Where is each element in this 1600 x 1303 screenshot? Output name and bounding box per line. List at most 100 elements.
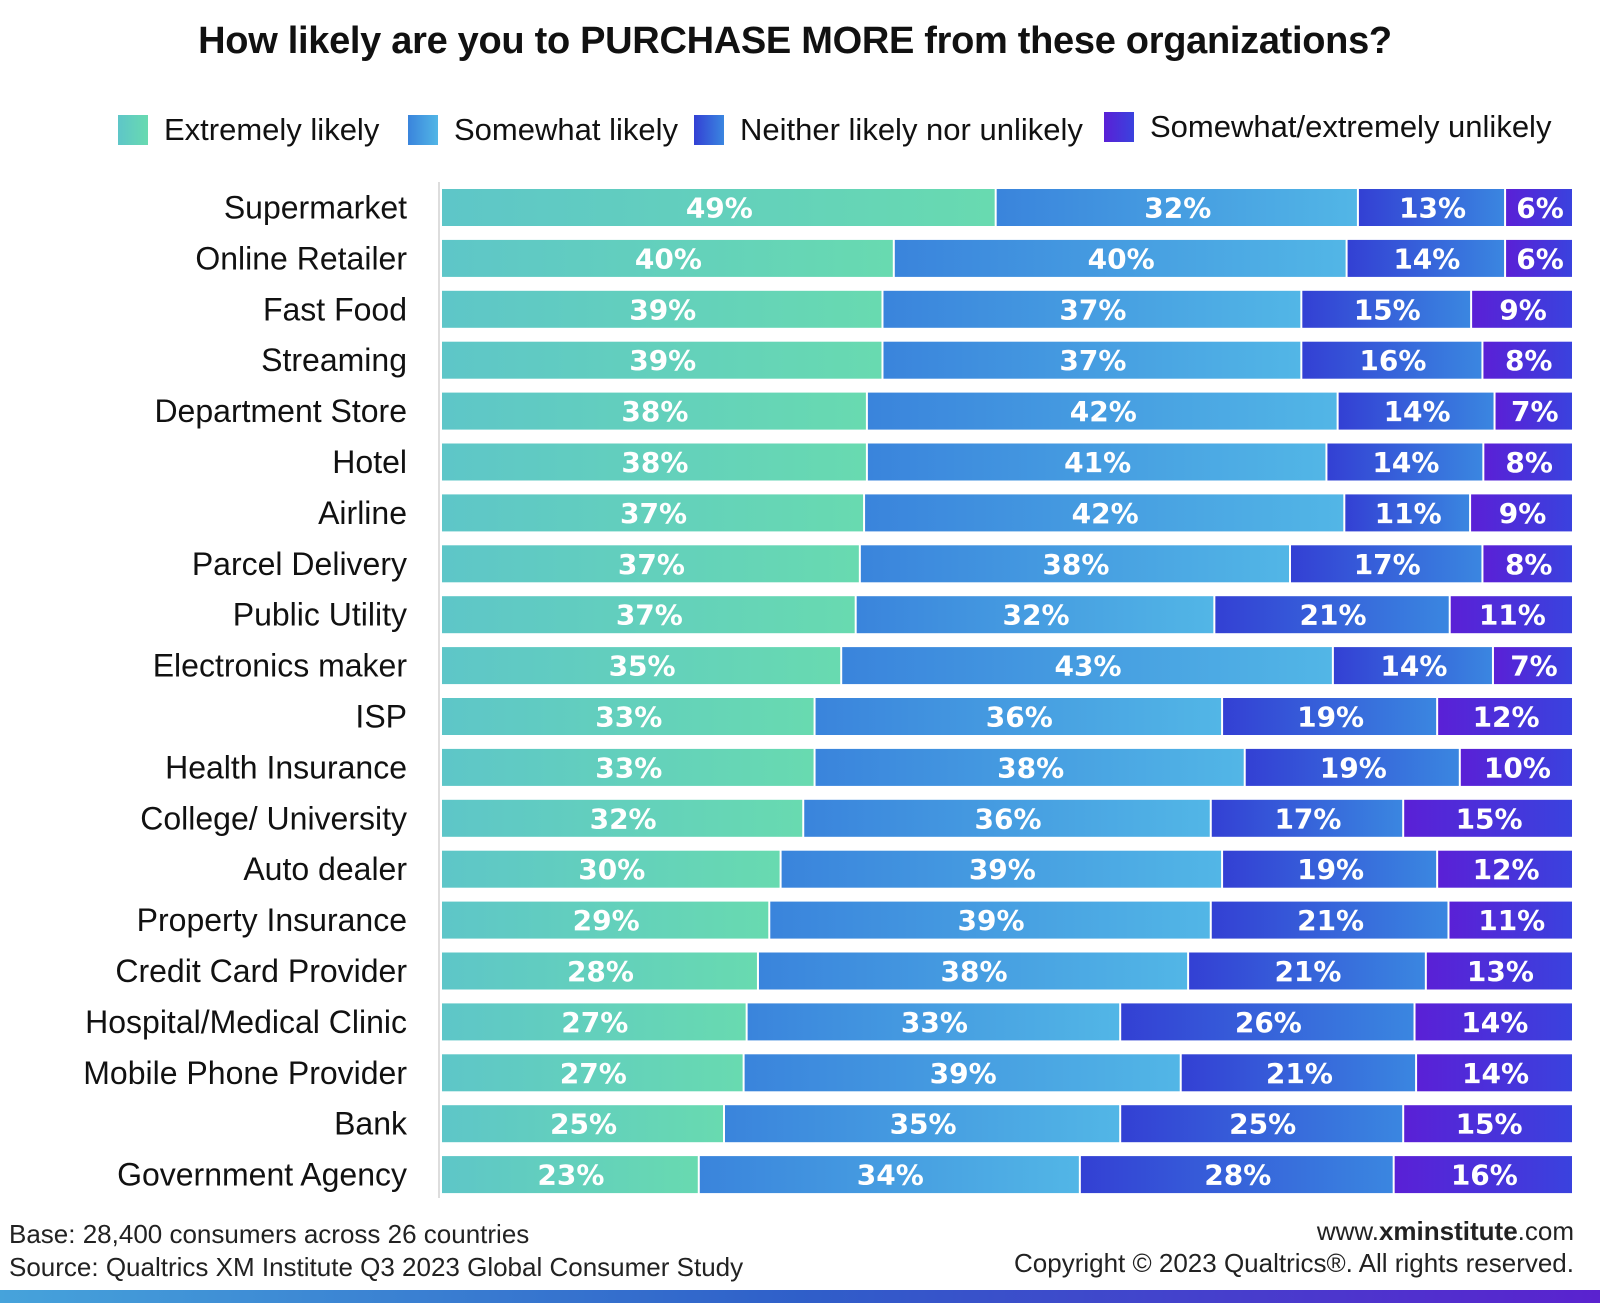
bar-segment [1493,647,1572,685]
bar-segment [1291,545,1482,583]
website-link[interactable]: www.xminstitute.com [1317,1216,1574,1247]
data-label: 29% [573,904,640,937]
bar-segment [1417,1054,1572,1092]
data-label: 16% [1451,1159,1518,1192]
data-label: 13% [1467,955,1534,988]
bar-segment [1460,748,1572,786]
data-label: 33% [901,1006,968,1039]
bar-segment [1189,952,1425,990]
data-label: 37% [1059,344,1126,377]
bar-segment [442,494,864,532]
bar-segment [1347,239,1505,277]
data-label: 28% [567,955,634,988]
data-label: 7% [1510,650,1558,683]
bar-segment [442,341,882,379]
bar-segment [1484,443,1572,481]
bar-segment [1338,392,1494,430]
bar-segment [442,392,866,430]
data-label: 38% [997,751,1064,784]
data-label: 33% [595,701,662,734]
bar-segment [1345,494,1470,532]
bar-segment [1181,1054,1416,1092]
bar-segment [1302,341,1482,379]
data-label: 39% [930,1057,997,1090]
bar-segment [856,596,1214,634]
category-label: Fast Food [263,291,407,327]
data-label: 38% [941,955,1008,988]
bar-segment [699,1156,1079,1194]
category-label: Auto dealer [243,851,407,887]
data-label: 27% [560,1057,627,1090]
bar-segment [894,239,1346,277]
data-label: 10% [1484,751,1551,784]
data-label: 38% [621,395,688,428]
data-label: 8% [1505,548,1553,581]
bar-segment [442,596,855,634]
bar-segment [442,239,893,277]
bar-segment [1121,1003,1414,1041]
chart-title: How likely are you to PURCHASE MORE from… [198,20,1392,62]
data-label: 40% [1088,242,1155,275]
data-label: 12% [1473,853,1540,886]
data-label: 7% [1511,395,1559,428]
bar-segment [1394,1156,1572,1194]
data-label: 37% [620,497,687,530]
bar-segment [1211,799,1403,837]
category-label: Electronics maker [153,648,408,684]
data-label: 39% [958,904,1025,937]
data-label: 49% [686,192,753,225]
bar-segment [860,545,1289,583]
data-label: 9% [1499,497,1547,530]
bar-segment [865,494,1344,532]
bar-segment [1121,1105,1403,1143]
data-label: 32% [1144,192,1211,225]
bar-segment [1438,698,1572,735]
url-bold: xminstitute [1378,1216,1518,1246]
bar-segment [883,290,1301,328]
bar-segment [1404,1105,1572,1143]
data-label: 8% [1505,446,1553,479]
data-label: 11% [1375,497,1442,530]
data-label: 35% [609,650,676,683]
bar-segment [442,952,757,990]
category-label: Online Retailer [195,240,407,276]
data-label: 37% [1059,293,1126,326]
bar-segment [442,290,882,328]
data-label: 9% [1499,293,1547,326]
bar-segment [1302,290,1471,328]
data-label: 42% [1072,497,1139,530]
bar-segment [442,545,859,583]
data-label: 38% [621,446,688,479]
bar-segment [442,698,814,735]
category-label: Bank [334,1106,408,1142]
bar-segment [1223,850,1437,888]
data-label: 16% [1359,344,1426,377]
data-label: 39% [629,344,696,377]
bar-segment [442,1003,746,1041]
data-label: 14% [1461,1006,1528,1039]
data-label: 6% [1516,192,1564,225]
data-label: 15% [1354,293,1421,326]
legend-swatch [408,115,438,145]
data-label: 37% [616,599,683,632]
data-label: 21% [1297,904,1364,937]
legend-swatch [1104,112,1134,142]
data-label: 32% [1003,599,1070,632]
category-label: Health Insurance [165,749,407,785]
bar-segment [1327,443,1483,481]
bar-segment [1449,901,1572,939]
url-prefix: www. [1316,1216,1379,1246]
category-label: College/ University [140,800,407,836]
data-label: 19% [1297,701,1364,734]
bar-segment [1245,748,1459,786]
legend-item-unlikely: Somewhat/extremely unlikely [1104,109,1551,145]
category-label: Hotel [332,444,407,480]
legend-label: Somewhat likely [454,112,678,147]
bar-segment [1358,189,1505,226]
bar-segment [770,901,1210,939]
bar-segment [442,1156,698,1194]
data-label: 14% [1384,395,1451,428]
data-label: 26% [1235,1006,1302,1039]
category-label: Hospital/Medical Clinic [85,1004,407,1040]
bar-segment [781,850,1222,888]
